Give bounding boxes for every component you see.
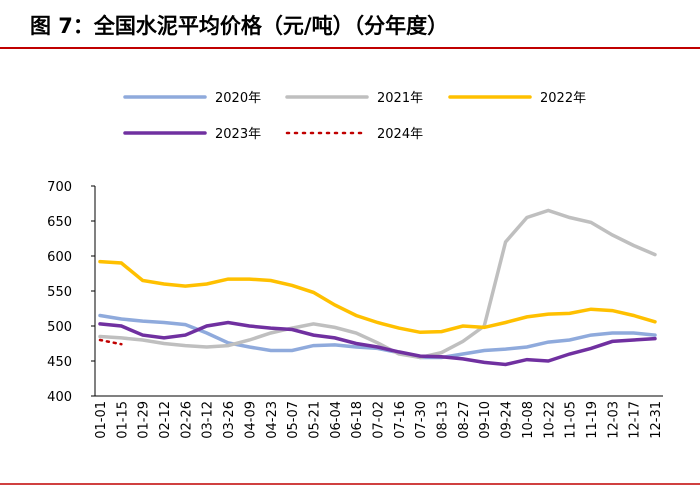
x-tick-label: 01-15: [115, 401, 130, 439]
x-tick-label: 09-10: [478, 401, 493, 439]
y-tick-label: 400: [47, 390, 72, 405]
x-tick-label: 01-01: [94, 401, 109, 439]
x-tick-label: 03-26: [222, 401, 237, 439]
x-tick-label: 08-27: [457, 401, 472, 439]
x-tick-label: 02-26: [179, 401, 194, 439]
x-tick-label: 03-12: [201, 401, 216, 439]
series-line: [98, 259, 657, 335]
x-tick-label: 06-04: [329, 401, 344, 439]
x-tick-label: 08-13: [436, 401, 451, 439]
x-tick-label: 04-23: [265, 401, 280, 439]
y-tick-label: 500: [47, 320, 72, 335]
x-tick-label: 02-12: [158, 401, 173, 439]
legend-label: 2020年: [215, 91, 261, 106]
x-tick-label: 07-16: [393, 401, 408, 439]
x-tick-label: 12-31: [649, 401, 664, 439]
y-tick-label: 600: [47, 250, 72, 265]
x-tick-label: 09-24: [500, 401, 515, 439]
series-line: [98, 320, 657, 367]
series-line: [98, 208, 657, 360]
chart-title: 图 7：全国水泥平均价格（元/吨）（分年度）: [30, 14, 448, 38]
x-tick-label: 10-22: [542, 401, 557, 439]
x-tick-label: 10-08: [521, 401, 536, 439]
y-tick-label: 550: [47, 285, 72, 300]
x-tick-label: 12-03: [606, 401, 621, 439]
legend-label: 2022年: [540, 91, 586, 106]
x-tick-label: 05-21: [307, 401, 322, 439]
y-tick-label: 650: [47, 215, 72, 230]
x-tick-label: 11-05: [564, 401, 579, 439]
legend-label: 2021年: [377, 91, 423, 106]
x-tick-label: 12-17: [628, 401, 643, 439]
series-line: [98, 338, 123, 346]
x-tick-label: 07-02: [372, 401, 387, 439]
x-tick-label: 04-09: [243, 401, 258, 439]
x-tick-label: 05-07: [286, 401, 301, 439]
x-tick-label: 01-29: [137, 401, 152, 439]
x-tick-label: 11-19: [585, 401, 600, 439]
legend-label: 2024年: [377, 127, 423, 142]
x-tick-label: 06-18: [350, 401, 365, 439]
y-tick-label: 450: [47, 355, 72, 370]
legend-label: 2023年: [215, 127, 261, 142]
y-tick-label: 700: [47, 180, 72, 195]
x-tick-label: 07-30: [414, 401, 429, 439]
